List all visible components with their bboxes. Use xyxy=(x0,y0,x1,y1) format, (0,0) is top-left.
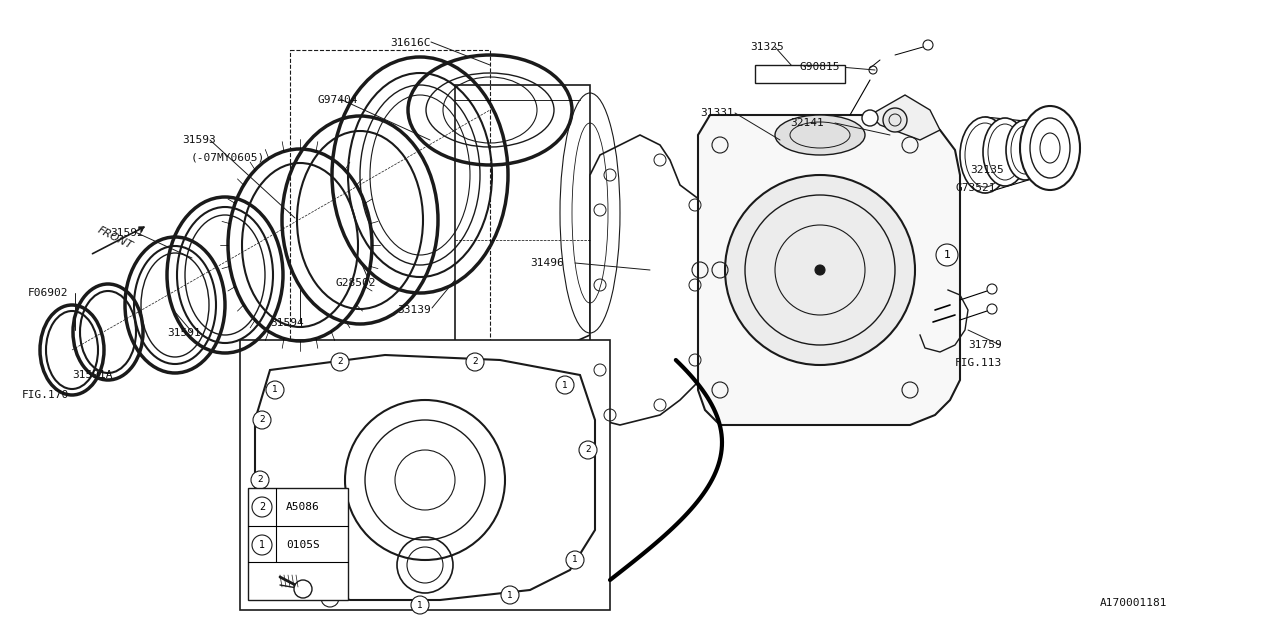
Polygon shape xyxy=(590,135,700,425)
Bar xyxy=(291,50,490,345)
Bar xyxy=(248,488,348,600)
Text: 1: 1 xyxy=(943,250,951,260)
Text: 32135: 32135 xyxy=(970,165,1004,175)
Text: 1: 1 xyxy=(417,600,422,609)
Polygon shape xyxy=(454,85,590,395)
Circle shape xyxy=(987,284,997,294)
Circle shape xyxy=(332,353,349,371)
Circle shape xyxy=(253,561,271,579)
Circle shape xyxy=(815,265,826,275)
Circle shape xyxy=(936,244,957,266)
Circle shape xyxy=(252,497,273,517)
Text: G97404: G97404 xyxy=(317,95,358,105)
Text: 31593: 31593 xyxy=(182,135,216,145)
Text: (-07MY0605): (-07MY0605) xyxy=(191,152,265,162)
Text: 1: 1 xyxy=(259,540,265,550)
Circle shape xyxy=(466,353,484,371)
Text: 31594: 31594 xyxy=(270,318,303,328)
Ellipse shape xyxy=(774,115,865,155)
Circle shape xyxy=(883,108,908,132)
Bar xyxy=(241,340,611,610)
Circle shape xyxy=(861,110,878,126)
Text: 2: 2 xyxy=(259,415,265,424)
Circle shape xyxy=(253,411,271,429)
Ellipse shape xyxy=(983,118,1027,186)
Text: 31591: 31591 xyxy=(166,328,201,338)
Text: 2: 2 xyxy=(259,502,265,512)
Text: FRONT: FRONT xyxy=(96,225,134,251)
Text: 2: 2 xyxy=(337,358,343,367)
Circle shape xyxy=(266,381,284,399)
Text: FIG.113: FIG.113 xyxy=(955,358,1002,368)
Text: 1: 1 xyxy=(562,381,568,390)
Text: 31616C: 31616C xyxy=(390,38,430,48)
Text: A170001181: A170001181 xyxy=(1100,598,1167,608)
Circle shape xyxy=(251,471,269,489)
Text: 2: 2 xyxy=(472,358,477,367)
Circle shape xyxy=(411,596,429,614)
Circle shape xyxy=(923,40,933,50)
Ellipse shape xyxy=(1052,125,1078,169)
Text: FIG.170: FIG.170 xyxy=(22,390,69,400)
Circle shape xyxy=(724,175,915,365)
Ellipse shape xyxy=(1029,122,1061,174)
Text: 2: 2 xyxy=(585,445,591,454)
Polygon shape xyxy=(870,95,940,140)
Circle shape xyxy=(321,589,339,607)
Circle shape xyxy=(500,586,518,604)
Text: G28502: G28502 xyxy=(335,278,375,288)
Circle shape xyxy=(566,551,584,569)
Text: 1: 1 xyxy=(273,385,278,394)
Text: G90815: G90815 xyxy=(800,62,841,72)
Text: F06902: F06902 xyxy=(28,288,69,298)
Circle shape xyxy=(556,376,573,394)
Text: 2: 2 xyxy=(257,476,262,484)
Text: 31592: 31592 xyxy=(110,228,143,238)
Text: 1: 1 xyxy=(259,566,265,575)
Text: A5086: A5086 xyxy=(287,502,320,512)
Text: 31325: 31325 xyxy=(750,42,783,52)
Text: 33139: 33139 xyxy=(397,305,431,315)
Circle shape xyxy=(294,580,312,598)
Polygon shape xyxy=(698,115,960,425)
Text: 1: 1 xyxy=(572,556,577,564)
Text: 0105S: 0105S xyxy=(287,540,320,550)
Text: 32141: 32141 xyxy=(790,118,824,128)
Text: 31496: 31496 xyxy=(530,258,563,268)
Ellipse shape xyxy=(960,117,1010,193)
Polygon shape xyxy=(255,355,595,600)
Circle shape xyxy=(252,535,273,555)
Text: 31591A: 31591A xyxy=(72,370,113,380)
Circle shape xyxy=(987,304,997,314)
Ellipse shape xyxy=(1006,120,1044,180)
Text: 1: 1 xyxy=(507,591,513,600)
Text: 31759: 31759 xyxy=(968,340,1002,350)
Bar xyxy=(755,65,845,83)
Text: G73521: G73521 xyxy=(955,183,996,193)
Ellipse shape xyxy=(1020,106,1080,190)
Circle shape xyxy=(579,441,596,459)
Text: 31331: 31331 xyxy=(700,108,733,118)
Text: 1: 1 xyxy=(328,593,333,602)
